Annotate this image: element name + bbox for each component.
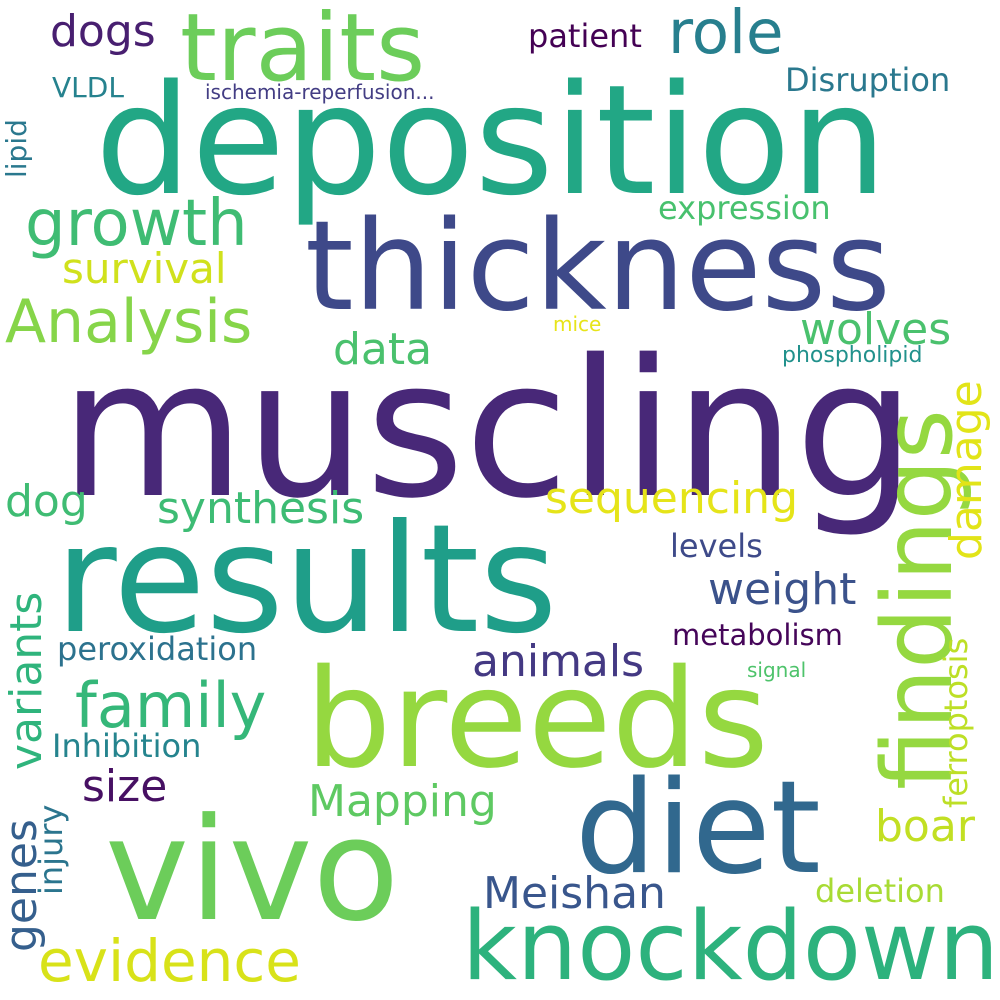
word-deposition: deposition [95,52,888,229]
word-disruption: Disruption [785,61,951,99]
word-size: size [82,761,168,812]
word-sequencing: sequencing [545,473,798,524]
word-damage: damage [941,380,992,560]
word-vldl: VLDL [52,71,124,104]
word-variants: variants [1,591,52,770]
word-synthesis: synthesis [157,483,365,534]
word-meishan: Meishan [483,868,666,919]
word-diet: diet [575,754,821,903]
word-deletion: deletion [815,872,945,910]
word-patient: patient [528,17,642,55]
word-mapping: Mapping [308,776,497,827]
word-results: results [55,493,558,667]
word-levels: levels [670,527,763,565]
word-weight: weight [708,564,857,615]
word-survival: survival [62,244,227,293]
word-lipid: lipid [0,119,33,178]
word-ischemia-reperfusion: ischemia-reperfusion... [205,80,435,104]
word-animals: animals [472,636,645,687]
word-traits: traits [180,0,426,103]
word-findings: role [668,0,784,68]
word-peroxidation: peroxidation [57,630,258,668]
word-dogs: dogs [50,6,156,57]
word-wolves: wolves [800,304,952,355]
word-knockdown: knockdown [462,892,999,1000]
word-breeds: breeds [305,641,769,799]
word-thickness: thickness [305,195,891,339]
word-muscling: muscling [60,319,916,540]
word-inhibition: Inhibition [52,727,202,765]
word-phospholipid: phospholipid [782,343,923,368]
word-data: data [333,324,433,375]
word-injury: injury [32,804,70,895]
word-evidence: evidence [38,927,301,995]
word-analysis: Analysis [5,287,253,357]
word-ferroptosis: ferroptosis [937,637,975,808]
word-expression: expression [658,189,831,227]
word-dog: dog [5,476,88,527]
word-boar: boar [875,801,975,852]
word-metabolism: metabolism [672,618,843,652]
word-signal: signal [747,658,807,682]
word-family: family [75,669,267,742]
word-growth: growth [25,187,248,261]
word-vivo: vivo [105,788,400,953]
word-mice: mice [553,312,602,336]
